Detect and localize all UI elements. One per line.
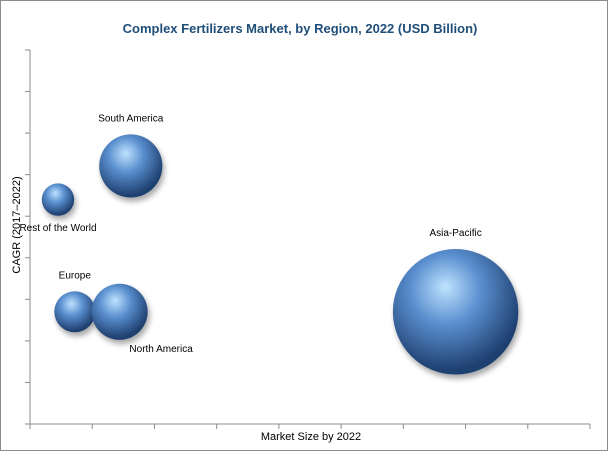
bubble-south-america <box>99 134 163 198</box>
x-axis-label: Market Size by 2022 <box>261 431 361 443</box>
bubble-label: Asia-Pacific <box>429 228 481 239</box>
chart-title: Complex Fertilizers Market, by Region, 2… <box>123 21 478 36</box>
bubble-north-america <box>91 283 148 340</box>
axes <box>25 49 591 429</box>
bubble-labels: South America Rest of the World Asia-Pacif… <box>19 113 481 354</box>
bubble-rest-of-the-world <box>41 183 75 216</box>
bubble-label: North America <box>129 344 193 355</box>
y-axis-label: CAGR (2017–2022) <box>11 176 23 273</box>
bubble-label: South America <box>98 113 163 124</box>
bubble-asia-pacific <box>392 249 519 375</box>
bubble-europe <box>54 291 96 333</box>
bubble-label: Rest of the World <box>19 223 96 234</box>
bubble-label: Europe <box>59 270 92 281</box>
bubbles <box>41 134 519 375</box>
